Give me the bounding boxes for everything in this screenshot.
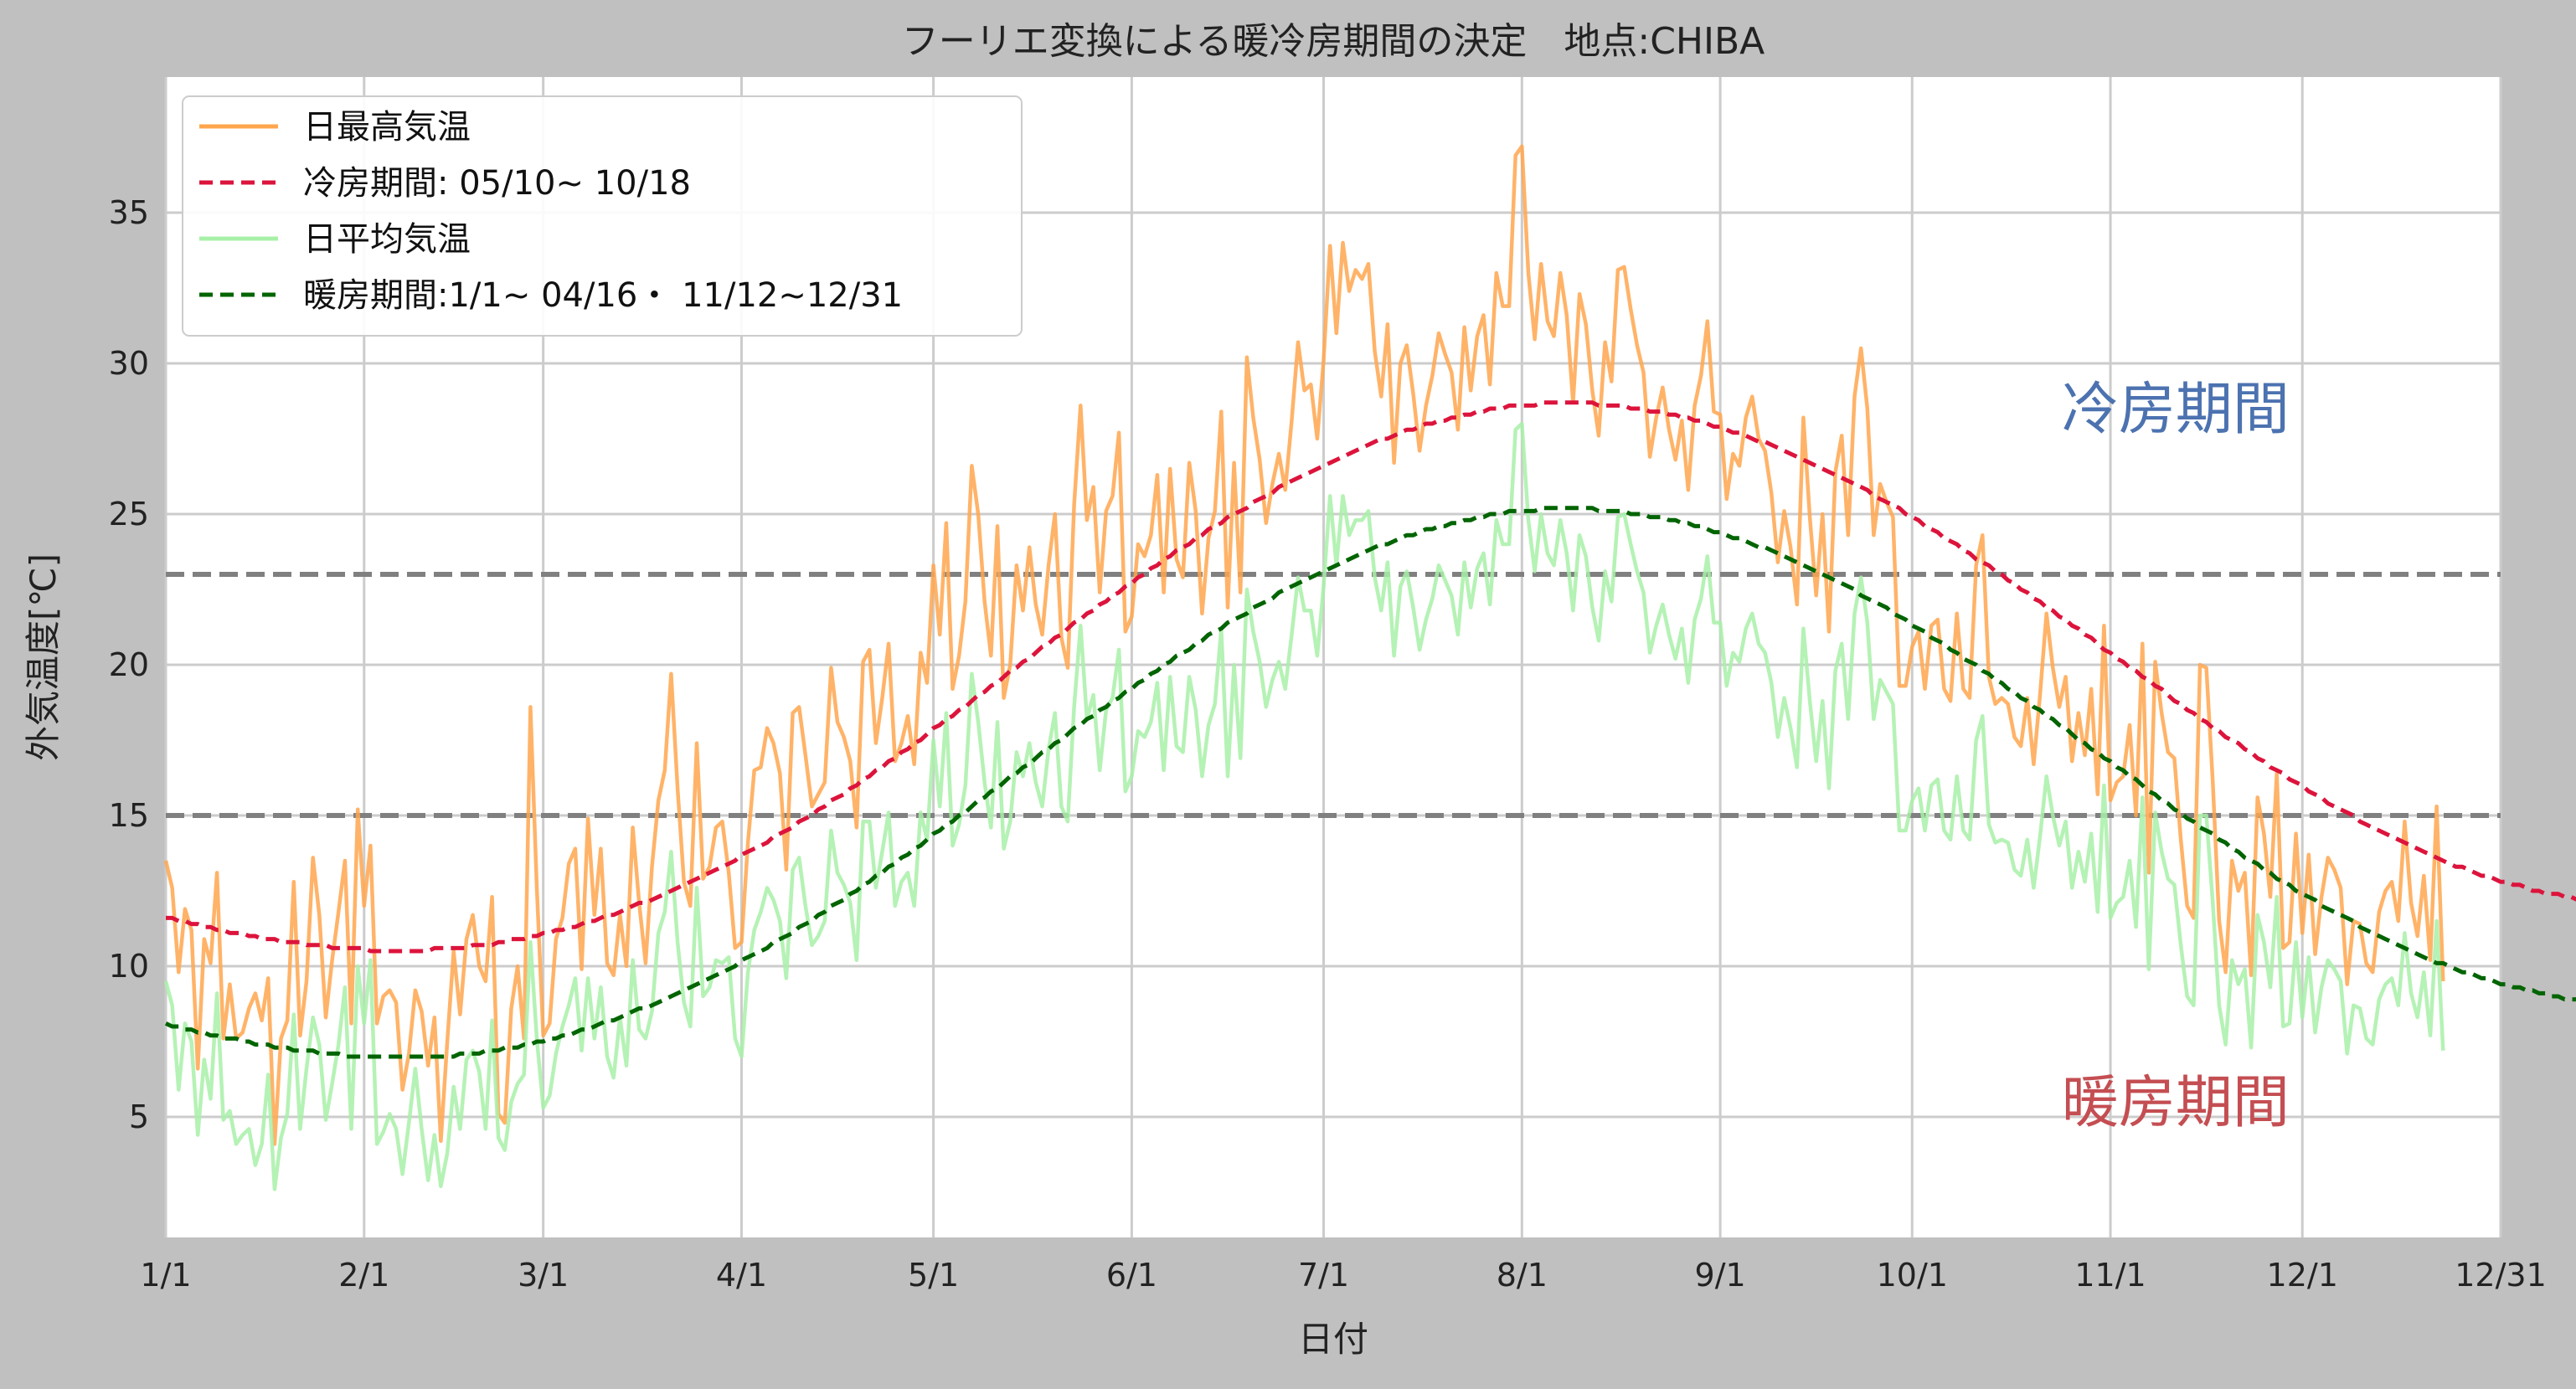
y-tick-label: 20: [109, 646, 149, 683]
legend-label: 日平均気温: [303, 220, 471, 259]
y-tick-label: 35: [109, 194, 149, 231]
x-tick-label: 10/1: [1877, 1257, 1948, 1294]
series-line: [166, 400, 2576, 954]
y-tick-label: 30: [109, 345, 149, 382]
x-tick-label: 2/1: [338, 1257, 389, 1294]
y-axis-label: 外気温度[℃]: [23, 553, 64, 761]
chart-title: フーリエ変換による暖冷房期間の決定 地点:CHIBA: [902, 20, 1765, 63]
legend-label: 冷房期間: 05/10~ 10/18: [303, 164, 691, 203]
region-label: 暖房期間: [2062, 1070, 2290, 1136]
series-line: [163, 421, 2445, 1191]
legend-label: 日最高気温: [303, 108, 471, 147]
legend-label: 暖房期間:1/1~ 04/16・ 11/12~12/31: [303, 276, 903, 315]
series-lines: [163, 144, 2576, 1191]
x-axis-label: 日付: [1298, 1319, 1368, 1360]
legend-box: [182, 95, 1023, 337]
series-line: [163, 144, 2445, 1146]
x-tick-label: 9/1: [1695, 1257, 1746, 1294]
x-tick-label: 12/31: [2455, 1257, 2547, 1294]
x-tick-label: 11/1: [2074, 1257, 2146, 1294]
y-tick-label: 5: [129, 1098, 149, 1135]
x-tick-label: 7/1: [1298, 1257, 1349, 1294]
x-tick-label: 5/1: [908, 1257, 959, 1294]
x-tick-label: 3/1: [518, 1257, 569, 1294]
x-tick-label: 12/1: [2267, 1257, 2338, 1294]
x-tick-label: 1/1: [140, 1257, 191, 1294]
x-tick-label: 6/1: [1106, 1257, 1157, 1294]
y-tick-label: 15: [109, 797, 149, 834]
threshold-lines: [166, 572, 2501, 818]
x-tick-label: 8/1: [1497, 1257, 1548, 1294]
y-tick-label: 25: [109, 496, 149, 532]
region-label: 冷房期間: [2062, 377, 2290, 443]
x-tick-label: 4/1: [716, 1257, 767, 1294]
y-tick-label: 10: [109, 948, 149, 985]
series-line: [164, 506, 2576, 1059]
tick-labels: 5 10 15 20 25 30 35 1/1 2/1 3/1 4/1 5/1 6/1 7/1 8/1 9/1…: [109, 194, 2547, 1294]
